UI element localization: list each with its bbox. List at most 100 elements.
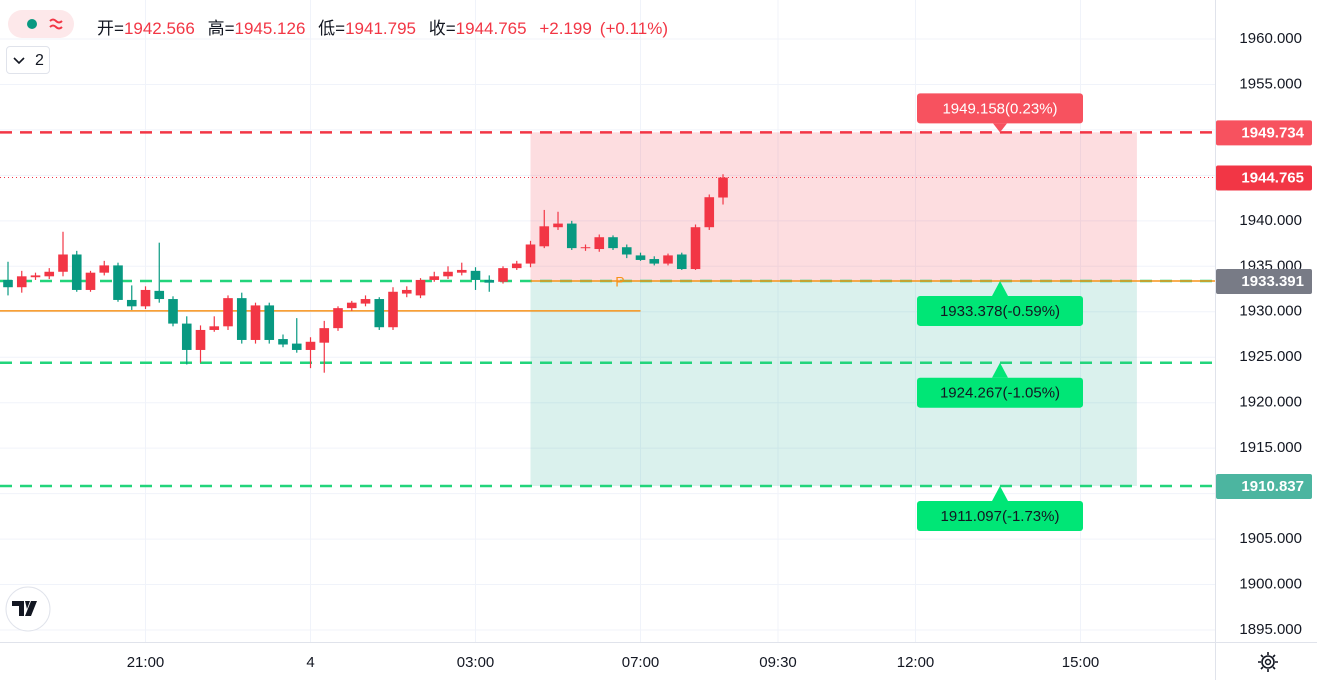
price-label: 1933.391 <box>1241 273 1304 290</box>
price-label: 1944.765 <box>1241 169 1304 186</box>
legend-value: 1945.126 <box>234 19 306 38</box>
candle-body <box>525 244 536 264</box>
y-tick-label: 1900.000 <box>1239 576 1302 593</box>
level-tag: 1924.267(-1.05%) <box>940 385 1060 402</box>
candle-body <box>635 255 646 260</box>
y-tick-label: 1960.000 <box>1239 30 1302 47</box>
candle-body <box>718 177 728 198</box>
tags: P 1949.158(0.23%) 1933.378(-0.59%) 1924.267… <box>615 93 1083 532</box>
chevron-icon <box>13 57 25 65</box>
position-marker: P <box>615 274 624 290</box>
candle-body <box>3 279 13 288</box>
candle-body <box>484 279 495 283</box>
price-label: 1949.734 <box>1241 124 1304 141</box>
y-tick-label: 1925.000 <box>1239 348 1302 365</box>
candle-body <box>443 271 453 277</box>
y-tick-label: 1955.000 <box>1239 75 1302 92</box>
level-tag-pointer <box>992 280 1008 296</box>
candle-body <box>704 197 715 228</box>
candle-body <box>126 299 137 307</box>
candle-body <box>278 339 288 345</box>
candle-body <box>113 265 123 300</box>
level-tag-box <box>917 93 1083 124</box>
candle-body <box>154 290 165 300</box>
candle-body <box>140 289 151 307</box>
candle-body <box>30 275 41 278</box>
level-tag: 1933.378(-0.59%) <box>940 303 1060 320</box>
legend-label: 开= <box>97 19 124 38</box>
x-tick-label: 09:30 <box>759 654 797 671</box>
level-tag-pointer <box>992 362 1008 378</box>
candle-body <box>195 329 206 350</box>
level-tag-box <box>917 501 1083 532</box>
symbol-pill[interactable] <box>8 10 74 38</box>
candle-body <box>250 305 261 340</box>
candle-body <box>374 299 385 328</box>
candle-body <box>16 276 27 288</box>
candle-body <box>99 265 110 273</box>
candle-body <box>456 269 467 273</box>
candle-body <box>566 223 577 249</box>
x-tick-label: 03:00 <box>457 654 495 671</box>
legend-change: +2.199 <box>539 19 592 38</box>
candle-body <box>663 255 673 264</box>
level-tag-pointer <box>992 486 1008 502</box>
price-label-box <box>1216 165 1312 191</box>
candle-body <box>209 326 220 330</box>
price-label-box <box>1216 474 1312 500</box>
candle-body <box>401 289 412 294</box>
candle-body <box>608 237 618 249</box>
price-label-box <box>1216 268 1312 294</box>
y-tick-label: 1920.000 <box>1239 394 1302 411</box>
level-tag-box <box>917 377 1083 408</box>
candle-body <box>319 328 330 343</box>
candle-body <box>333 308 343 329</box>
candle-body <box>553 223 563 228</box>
position-zone <box>530 132 1137 281</box>
level-tag: 1949.158(0.23%) <box>942 100 1057 117</box>
indicator-toggle[interactable]: 2 <box>6 46 50 74</box>
legend-value: 1944.765 <box>455 19 527 38</box>
price-label: 1910.837 <box>1241 478 1304 495</box>
y-tick-label: 1895.000 <box>1239 621 1302 638</box>
settings-icon[interactable] <box>1258 652 1278 672</box>
ohlc-legend: 开=1942.566 高=1945.126 低=1941.795 收=1944.… <box>97 14 676 39</box>
indicator-count: 2 <box>35 52 44 69</box>
level-tag-box <box>917 295 1083 326</box>
candle-body <box>305 341 316 350</box>
candle-body <box>649 259 660 264</box>
candle-body <box>429 276 440 280</box>
candle-body <box>360 299 371 304</box>
candle-body <box>580 247 591 249</box>
logo <box>12 601 37 616</box>
legend-value: 1942.566 <box>123 19 195 38</box>
legend-change-pct: (+0.11%) <box>599 19 668 38</box>
candle-body <box>511 263 522 269</box>
candle-body <box>415 279 426 296</box>
status-dot <box>27 19 37 29</box>
x-tick-label: 07:00 <box>622 654 660 671</box>
candle-body <box>85 272 96 290</box>
candle-body <box>470 270 481 280</box>
level-tag-pointer <box>993 123 1007 133</box>
wave-icon <box>49 18 63 30</box>
candle-body <box>264 305 275 340</box>
lines <box>0 131 1215 488</box>
candle-body <box>236 298 247 340</box>
y-tick-label: 1915.000 <box>1239 439 1302 456</box>
candle-body <box>690 227 701 270</box>
y-tick-label: 1930.000 <box>1239 303 1302 320</box>
candles <box>3 174 728 373</box>
candle-body <box>181 323 192 350</box>
axes: 1960.0001955.0001950.0001945.0001940.000… <box>127 30 1312 671</box>
x-tick-label: 21:00 <box>127 654 165 671</box>
candle-body <box>621 247 632 255</box>
candle-body <box>168 299 178 324</box>
candle-body <box>539 226 550 247</box>
candle-body <box>498 268 508 282</box>
candle-body <box>223 298 233 327</box>
price-label-box <box>1216 120 1312 146</box>
candle-body <box>676 254 687 270</box>
